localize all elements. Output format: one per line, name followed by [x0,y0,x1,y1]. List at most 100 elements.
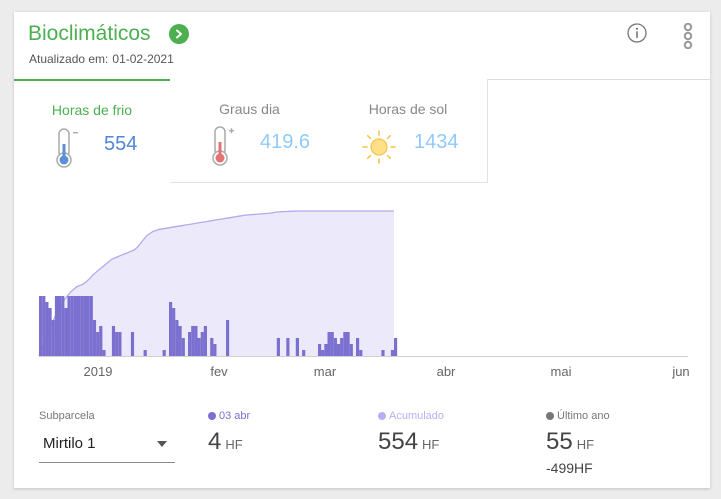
card-title: Bioclimáticos [28,22,151,45]
bar [302,350,306,356]
bar [321,350,325,356]
bar [115,332,119,356]
bar [99,326,103,356]
x-tick-label: abr [437,364,456,379]
bar [197,338,201,356]
bar [39,296,43,356]
bioclimatic-card: Bioclimáticos Atualizado em: 01-02-2021 H… [14,12,710,488]
subparcela-label: Subparcela [39,410,95,422]
bar [340,338,344,356]
stat-day: 03 abr 4 HF [208,410,250,456]
bar [73,296,78,356]
bar [175,320,179,356]
bar [64,308,68,356]
bar [337,344,341,356]
tab-value: 554 [104,133,138,155]
stat-last-year: Último ano 55 HF -499HF [546,410,610,476]
bar [172,308,176,356]
bar [276,338,280,356]
bar [77,296,81,356]
bar [169,302,173,356]
bar [83,296,87,356]
bar [324,344,328,356]
bar [67,296,71,356]
bar [327,332,331,356]
bar [286,338,290,356]
bar [54,296,59,356]
bar [346,332,350,356]
bar [48,308,52,356]
card-header: Bioclimáticos [28,22,189,46]
stat-label: Último ano [546,410,610,422]
chill-hours-chart: 2019 fev mar abr mai jun [38,210,690,379]
bar [394,338,398,356]
bar [92,320,97,356]
bar [200,332,204,356]
bar [390,350,395,356]
info-icon[interactable] [627,23,647,43]
bar [213,344,217,356]
tab-value: 419.6 [260,131,311,153]
subparcela-value: Mirtilo 1 [43,435,96,452]
bar [42,296,46,356]
legend-dot-icon [546,412,554,420]
bar [210,338,214,356]
bar [102,350,106,356]
chevron-down-icon [157,441,167,447]
stat-accumulated: Acumulado 554 HF [378,410,444,456]
tab-value: 1434 [414,131,459,153]
bar [188,332,192,356]
bar [295,338,299,356]
stat-value: 4 HF [208,428,243,455]
bar [359,350,363,356]
bar [330,332,334,356]
stat-value: 55 HF [546,428,595,455]
bar [118,332,122,356]
bar [343,332,347,356]
chevron-right-icon[interactable] [168,24,189,44]
accumulated-line [38,210,394,357]
stat-diff: -499HF [546,460,593,476]
bar [51,320,55,356]
x-tick-label: 2019 [84,364,113,379]
x-tick-label: mar [314,364,337,379]
bar [381,350,385,356]
bar [86,296,90,356]
bar [226,320,230,356]
bar [111,326,116,356]
bar [194,326,198,356]
bar [318,344,322,356]
bar [356,338,360,356]
tab-label: Horas de frio [51,102,133,118]
stat-label: 03 abr [208,410,250,422]
bar [191,326,195,356]
hot-thermometer-icon [208,124,238,173]
bar [349,344,353,356]
updated-date: 01-02-2021 [112,52,174,66]
bar [70,296,74,356]
bar [333,338,337,356]
bar [45,302,49,356]
legend-dot-icon [378,412,386,420]
bar [203,326,207,356]
bar [58,296,62,356]
legend-dot-icon [208,412,216,420]
bar [162,350,166,356]
bar [143,350,147,356]
bar [178,326,182,356]
bar [181,338,185,356]
tab-graus-dia[interactable]: Graus dia 419.6 [170,79,330,183]
bar [96,332,100,356]
bar [80,296,84,356]
bar [130,332,135,356]
stat-label: Acumulado [378,410,444,422]
tab-horas-de-frio[interactable]: Horas de frio 554 [14,79,171,183]
bar [89,296,93,356]
x-tick-label: jun [671,364,689,379]
sun-icon [361,129,397,170]
tab-label: Horas de sol [368,101,448,117]
subparcela-select[interactable]: Mirtilo 1 [39,429,175,463]
more-options-icon[interactable] [682,22,694,50]
bar [61,296,65,356]
tab-horas-de-sol[interactable]: Horas de sol 1434 [329,79,488,183]
